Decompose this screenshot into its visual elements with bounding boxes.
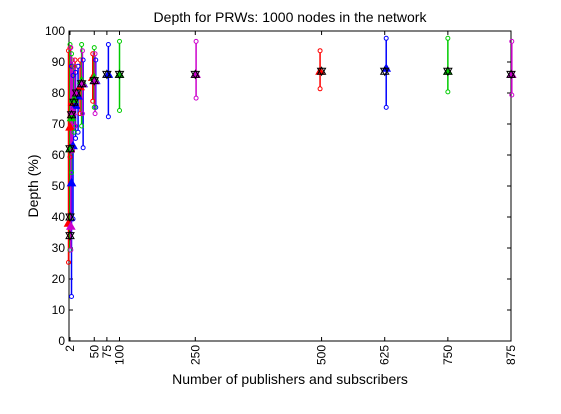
y-tick-label: 50 <box>52 179 66 193</box>
outlier-point <box>79 48 85 54</box>
outlier-point <box>117 108 123 113</box>
outlier-point <box>69 294 75 299</box>
outlier-point <box>71 129 77 135</box>
y-tick-label: 60 <box>52 148 66 162</box>
x-tick-label: 750 <box>441 345 455 365</box>
outlier-point <box>72 57 78 63</box>
x-tick-label: 75 <box>100 345 114 359</box>
outlier-point <box>193 38 199 44</box>
y-tick-label: 40 <box>52 210 66 224</box>
outlier-point <box>70 73 76 78</box>
outlier-point <box>69 63 75 69</box>
plot-area <box>68 30 512 342</box>
outlier-point <box>68 247 74 253</box>
median-triangle-down <box>89 77 100 86</box>
x-axis-label: Number of publishers and subscribers <box>172 371 408 387</box>
outlier-point <box>72 63 78 69</box>
outlier-point <box>193 95 199 101</box>
outlier-point <box>509 38 515 44</box>
outlier-point <box>73 135 79 141</box>
mean-marker <box>66 177 77 187</box>
y-tick-label: 80 <box>52 86 66 100</box>
outlier-point <box>93 57 99 63</box>
y-tick-label: 0 <box>58 334 65 348</box>
outlier-point <box>80 145 86 151</box>
outlier-point <box>69 51 75 57</box>
outlier-point <box>92 51 98 57</box>
median-triangle-down <box>71 89 82 99</box>
y-axis-label: Depth (%) <box>25 154 41 217</box>
y-tick-label: 90 <box>52 55 66 69</box>
outlier-point <box>73 69 79 75</box>
outlier-point <box>383 35 389 41</box>
median-triangle-down <box>66 111 77 120</box>
outlier-point <box>383 104 389 110</box>
y-axis: 0 10 20 30 40 50 60 70 80 90 100 <box>45 24 511 348</box>
outlier-point <box>67 42 73 47</box>
x-tick-label: 625 <box>378 345 392 365</box>
outlier-point <box>67 154 73 160</box>
outlier-point <box>79 111 85 117</box>
outlier-point <box>317 86 323 92</box>
outlier-point <box>79 42 85 47</box>
outlier-point <box>105 42 111 47</box>
median-triangle-down <box>69 98 79 108</box>
outlier-point <box>72 123 78 129</box>
outlier-point <box>91 104 97 110</box>
y-tick-label: 70 <box>52 117 66 131</box>
median-triangle-down <box>65 145 75 154</box>
data-markers <box>63 35 517 299</box>
outlier-point <box>79 123 85 129</box>
median-triangle-down <box>114 70 125 80</box>
x-tick-label: 250 <box>188 345 202 365</box>
outlier-point <box>69 57 75 63</box>
outlier-point <box>77 57 83 63</box>
outlier-point <box>77 111 83 117</box>
median-triangle-down <box>379 67 390 77</box>
median-triangle-down <box>190 70 201 80</box>
outlier-point <box>317 48 323 54</box>
outlier-point <box>66 259 72 265</box>
outlier-point <box>91 45 97 51</box>
x-tick-label: 100 <box>113 345 127 365</box>
median-triangle-down <box>316 67 327 77</box>
outlier-point <box>80 57 86 63</box>
outlier-point <box>445 89 451 95</box>
x-tick-label: 50 <box>87 345 101 359</box>
median-triangle-down <box>65 213 75 223</box>
mean-marker <box>65 221 76 230</box>
x-tick-label: 875 <box>504 345 518 365</box>
outlier-point <box>117 38 123 44</box>
x-tick-label: 2 <box>63 345 77 352</box>
outlier-point <box>92 111 98 117</box>
y-tick-label: 10 <box>52 303 66 317</box>
outlier-point <box>445 35 451 41</box>
outlier-point <box>105 114 111 120</box>
outlier-point <box>90 98 96 104</box>
median-triangle-down <box>65 232 75 241</box>
y-tick-label: 100 <box>45 24 65 38</box>
chart-title: Depth for PRWs: 1000 nodes in the networ… <box>154 9 428 25</box>
median-triangle-down <box>506 70 516 80</box>
y-tick-label: 20 <box>52 272 66 286</box>
median-triangle-down <box>102 70 112 80</box>
y-tick-label: 30 <box>52 241 66 255</box>
mean-marker <box>65 122 75 131</box>
outlier-point <box>90 51 96 57</box>
outlier-point <box>509 92 515 98</box>
x-tick-label: 500 <box>315 345 329 365</box>
median-triangle-down <box>442 67 453 77</box>
median-triangle-down <box>76 80 87 89</box>
outlier-point <box>68 45 74 51</box>
outlier-point <box>69 170 75 175</box>
